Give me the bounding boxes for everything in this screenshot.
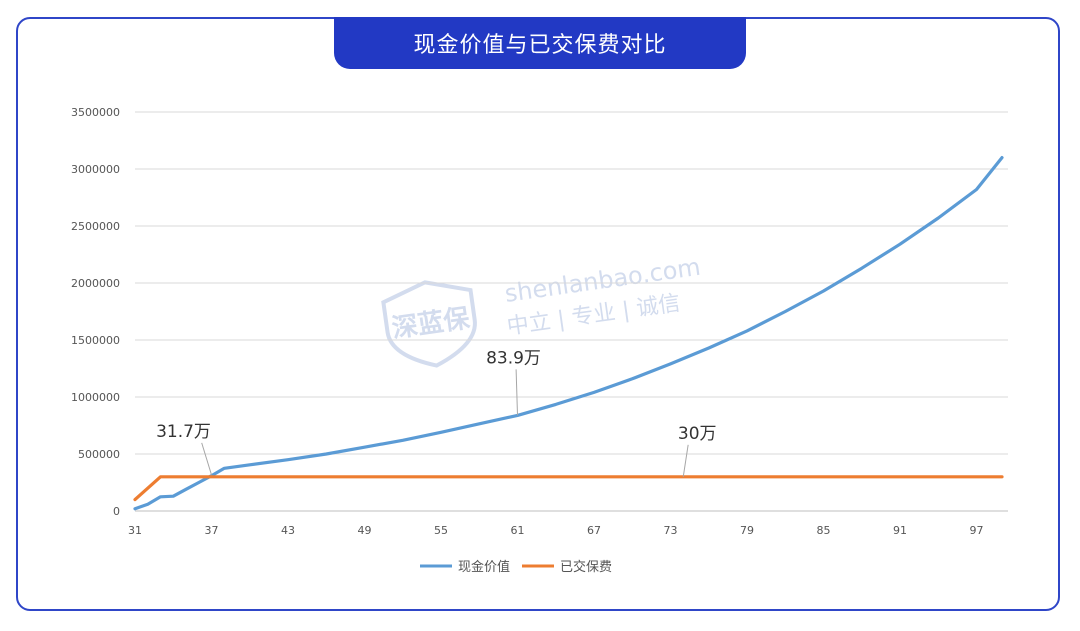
series-lines: [133, 156, 1004, 511]
y-tick-label: 1000000: [71, 391, 120, 404]
x-tick-label: 79: [740, 524, 754, 537]
y-tick-label: 2000000: [71, 277, 120, 290]
y-tick-label: 1500000: [71, 334, 120, 347]
x-axis-ticks: 31 37 43 49 55 61 67 73 79 85 91 97: [128, 524, 984, 537]
chart-frame: [16, 17, 1060, 611]
x-tick-label: 43: [281, 524, 295, 537]
annotation-label: 30万: [678, 424, 717, 444]
annotations: 31.7万 83.9万 30万: [156, 348, 717, 477]
annotation-label: 31.7万: [156, 422, 211, 442]
y-tick-label: 2500000: [71, 220, 120, 233]
x-tick-label: 55: [434, 524, 448, 537]
annotation-leader: [515, 369, 518, 416]
x-tick-label: 49: [358, 524, 372, 537]
series-line-premium: [133, 475, 1004, 502]
legend-label: 现金价值: [458, 559, 510, 575]
y-tick-label: 500000: [78, 448, 120, 461]
grid-lines: [135, 111, 1008, 455]
x-tick-label: 73: [664, 524, 678, 537]
x-tick-label: 91: [893, 524, 907, 537]
watermark: 深蓝保 shenlanbao.com 中立 | 专业 | 诚信: [381, 253, 702, 368]
y-axis-ticks: 0 500000 1000000 1500000 2000000 2500000 30000…: [71, 106, 120, 518]
x-tick-label: 97: [970, 524, 984, 537]
watermark-shield-icon: 深蓝保: [381, 280, 477, 368]
annotation-label: 83.9万: [486, 348, 541, 368]
legend: 现金价值 已交保费: [420, 559, 612, 575]
legend-label: 已交保费: [560, 559, 612, 575]
x-tick-label: 85: [817, 524, 831, 537]
watermark-brand: 深蓝保: [390, 304, 472, 345]
annotation-leader: [201, 442, 212, 476]
y-tick-label: 3000000: [71, 163, 120, 176]
x-tick-label: 31: [128, 524, 142, 537]
annotation-leader: [682, 444, 689, 477]
x-tick-label: 37: [205, 524, 219, 537]
y-tick-label: 0: [113, 505, 120, 518]
chart-title: 现金价值与已交保费对比: [334, 17, 746, 69]
x-tick-label: 67: [587, 524, 601, 537]
y-tick-label: 3500000: [71, 106, 120, 119]
series-line-cash-value: [133, 156, 1004, 511]
x-tick-label: 61: [511, 524, 525, 537]
